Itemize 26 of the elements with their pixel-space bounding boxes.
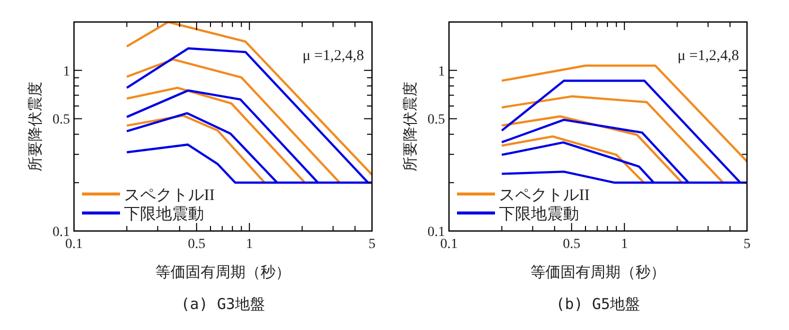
- legend-label: スペクトルII: [499, 187, 590, 204]
- y-tick-label: 0.5: [428, 112, 445, 128]
- text: (a) G3地盤: [180, 295, 266, 313]
- x-axis-title: 等価固有周期（秒）: [530, 264, 666, 281]
- y-tick-label: 1: [63, 64, 70, 80]
- x-tick-label: 0.1: [65, 237, 83, 252]
- annotation: μ =1,2,4,8: [677, 48, 739, 64]
- x-tick-label: 5: [744, 237, 750, 252]
- text: (b) G5地盤: [556, 295, 640, 313]
- y-tick-label: 1: [438, 64, 445, 80]
- y-axis-title: 所要降伏震度: [27, 82, 44, 172]
- x-tick-label: 1: [246, 237, 253, 252]
- legend-label: 下限地震動: [499, 205, 579, 223]
- x-axis-title: 等価固有周期（秒）: [156, 264, 290, 281]
- legend-label: スペクトルII: [124, 187, 215, 204]
- y-tick-label: 0.5: [52, 112, 70, 128]
- legend-label: 下限地震動: [124, 205, 204, 223]
- x-tick-label: 0.5: [188, 237, 206, 252]
- y-tick-label: 0.1: [428, 225, 445, 240]
- annotation: μ =1,2,4,8: [302, 48, 364, 64]
- x-tick-label: 0.5: [562, 237, 580, 252]
- x-tick-label: 1: [620, 237, 628, 252]
- y-axis-title: 所要降伏震度: [402, 82, 419, 172]
- x-tick-label: 5: [368, 237, 376, 252]
- y-tick-label: 0.1: [52, 225, 70, 240]
- x-tick-label: 0.1: [440, 237, 458, 252]
